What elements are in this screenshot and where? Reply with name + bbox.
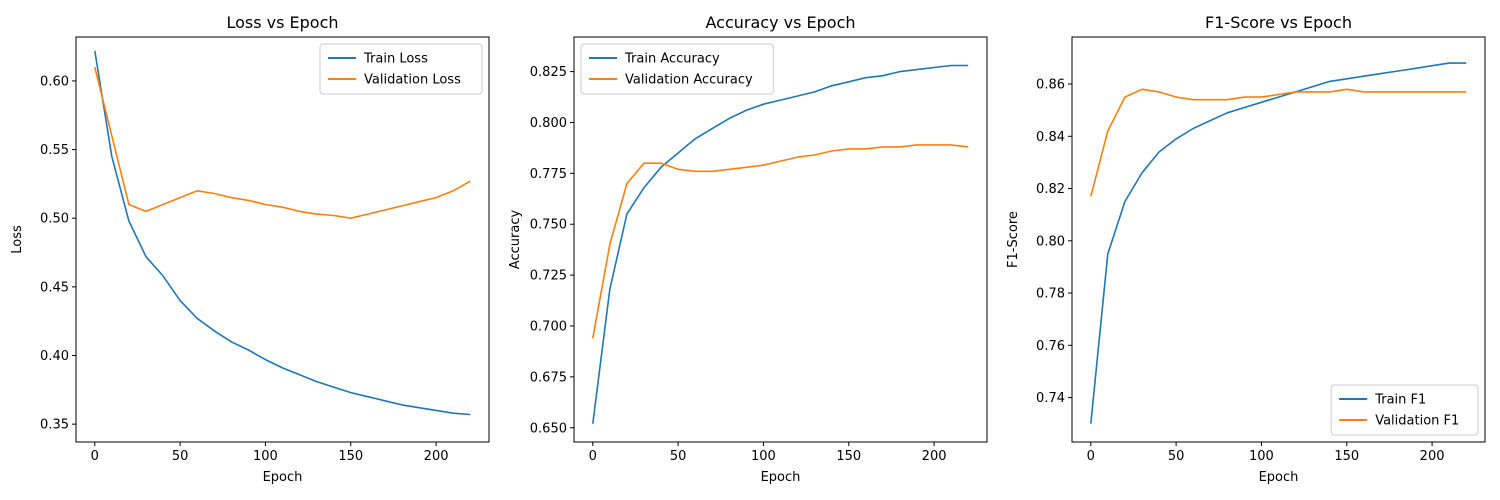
x-axis-label: Epoch (761, 470, 801, 485)
x-axis-label: Epoch (1259, 470, 1299, 485)
chart-2: 0 50 100 150 200 0.74 0.76 0.78 0.80 0.82 0.84 0.86… (1006, 13, 1486, 485)
y-tick-label: 0.800 (530, 116, 567, 131)
x-tick-label: 50 (1168, 449, 1185, 464)
x-axis-label: Epoch (263, 470, 303, 485)
series-line-validation-f1 (1090, 88, 1467, 197)
legend-entry: Validation Accuracy (625, 73, 753, 88)
x-tick-label: 100 (751, 449, 776, 464)
y-tick-label: 0.55 (40, 143, 69, 158)
y-tick-label: 0.84 (1036, 130, 1065, 145)
legend-entry: Train F1 (1374, 393, 1426, 408)
y-tick-label: 0.700 (530, 319, 567, 334)
chart-1: 0 50 100 150 200 0.650 0.675 0.700 0.725 0.750 0.7… (508, 13, 988, 485)
x-tick-label: 0 (1087, 449, 1095, 464)
legend: Train Loss Validation Loss (319, 43, 483, 95)
y-tick-label: 0.80 (1036, 234, 1065, 249)
series-line-train-f1 (1090, 62, 1467, 424)
y-axis-label: F1-Score (1006, 211, 1021, 268)
y-tick-label: 0.74 (1036, 391, 1065, 406)
chart-title: Loss vs Epoch (226, 13, 338, 32)
legend-entry: Validation Loss (364, 73, 461, 88)
series-line-validation-loss (94, 67, 471, 219)
y-tick-label: 0.40 (40, 349, 69, 364)
x-tick-label: 150 (836, 449, 861, 464)
x-tick-label: 0 (589, 449, 597, 464)
y-tick-label: 0.35 (40, 418, 69, 433)
y-tick-label: 0.675 (530, 370, 567, 385)
plot-frame (573, 36, 988, 443)
x-tick-label: 50 (172, 449, 189, 464)
y-tick-label: 0.775 (530, 167, 567, 182)
legend-entry: Train Loss (363, 52, 428, 67)
x-tick-label: 200 (1420, 449, 1445, 464)
y-tick-label: 0.82 (1036, 182, 1065, 197)
chart-title: F1-Score vs Epoch (1205, 13, 1352, 32)
chart-0: 0 50 100 150 200 0.35 0.40 0.45 0.50 0.55 0.60 Loss… (10, 13, 490, 485)
y-tick-label: 0.50 (40, 212, 69, 227)
y-tick-label: 0.78 (1036, 287, 1065, 302)
legend-box (319, 43, 483, 95)
series-line-train-loss (94, 50, 471, 416)
x-tick-label: 0 (91, 449, 99, 464)
x-tick-label: 100 (1249, 449, 1274, 464)
x-tick-label: 50 (670, 449, 687, 464)
legend-box (580, 43, 774, 95)
legend: Train Accuracy Validation Accuracy (580, 43, 774, 95)
y-axis-label: Accuracy (508, 210, 523, 270)
plot-frame (1071, 36, 1486, 443)
y-axis-label: Loss (10, 225, 25, 254)
y-tick-label: 0.60 (40, 74, 69, 89)
x-tick-label: 150 (338, 449, 363, 464)
y-tick-label: 0.76 (1036, 339, 1065, 354)
y-tick-label: 0.725 (530, 269, 567, 284)
y-tick-label: 0.45 (40, 280, 69, 295)
y-tick-label: 0.825 (530, 65, 567, 80)
legend-entry: Validation F1 (1375, 414, 1459, 429)
x-tick-label: 200 (922, 449, 947, 464)
x-tick-label: 200 (424, 449, 449, 464)
legend: Train F1 Validation F1 (1330, 384, 1479, 436)
y-tick-label: 0.86 (1036, 78, 1065, 93)
series-line-validation-accuracy (592, 144, 969, 339)
plot-frame (75, 36, 490, 443)
y-tick-label: 0.750 (530, 218, 567, 233)
legend-entry: Train Accuracy (624, 52, 720, 67)
chart-title: Accuracy vs Epoch (705, 13, 855, 32)
x-tick-label: 150 (1334, 449, 1359, 464)
series-line-train-accuracy (592, 64, 969, 424)
y-tick-label: 0.650 (530, 421, 567, 436)
x-tick-label: 100 (253, 449, 278, 464)
legend-box (1330, 384, 1479, 436)
